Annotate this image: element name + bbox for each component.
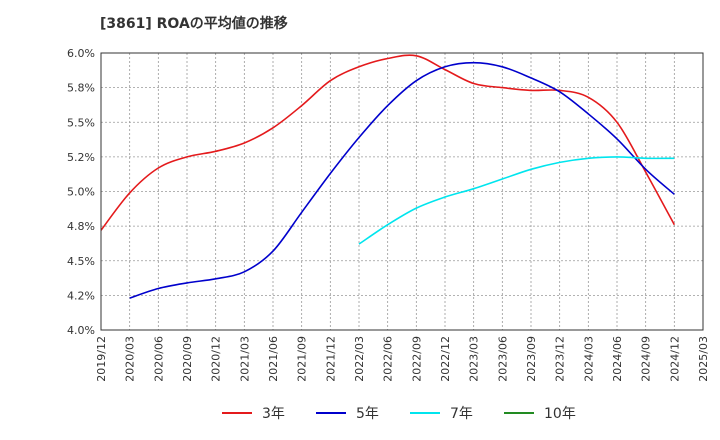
x-tick-label: 2022/12 (439, 336, 452, 382)
x-tick-label: 2024/12 (668, 336, 681, 382)
x-tick-label: 2022/03 (353, 336, 366, 382)
plot-border (100, 52, 704, 331)
x-tick-label: 2023/03 (468, 336, 481, 382)
chart-title: [3861] ROAの平均値の推移 (100, 15, 288, 32)
x-tick-label: 2024/06 (611, 336, 624, 382)
y-tick-label: 5.2% (67, 151, 95, 164)
y-tick-label: 5.8% (67, 82, 95, 95)
y-tick-label: 4.0% (67, 324, 95, 337)
x-tick-label: 2023/12 (554, 336, 567, 382)
x-tick-label: 2021/03 (238, 336, 251, 382)
x-tick-label: 2021/06 (267, 336, 280, 382)
y-tick-label: 5.5% (67, 116, 95, 129)
series-line-1 (129, 61, 675, 299)
y-axis-ticks: 4.0% 4.2% 4.5% 4.8% 5.0% 5.2% 5.5% 5.8% 6.0% (67, 47, 95, 337)
legend: 3年 5年 7年 10年 (222, 406, 576, 422)
x-tick-label: 2020/12 (210, 336, 223, 382)
legend-label-2: 7年 (450, 406, 473, 422)
series-line-0 (100, 54, 676, 231)
x-tick-label: 2021/09 (296, 336, 309, 382)
x-tick-label: 2020/06 (152, 336, 165, 382)
x-tick-label: 2020/03 (124, 336, 137, 382)
x-tick-label: 2024/09 (640, 336, 653, 382)
y-tick-label: 4.2% (67, 289, 95, 302)
y-tick-label: 5.0% (67, 186, 95, 199)
x-tick-label: 2023/09 (525, 336, 538, 382)
grid (101, 53, 703, 330)
x-tick-label: 2023/06 (496, 336, 509, 382)
series-line-2 (358, 156, 675, 245)
x-tick-label: 2020/09 (181, 336, 194, 382)
x-tick-label: 2024/03 (582, 336, 595, 382)
legend-label-1: 5年 (356, 406, 379, 422)
y-tick-label: 6.0% (67, 47, 95, 60)
x-tick-label: 2021/12 (324, 336, 337, 382)
x-axis-ticks: 2019/12 2020/03 2020/06 2020/09 2020/12 2021/… (95, 336, 710, 382)
legend-label-0: 3年 (262, 406, 285, 422)
series-lines (100, 54, 676, 299)
legend-label-3: 10年 (544, 406, 576, 422)
x-tick-label: 2025/03 (697, 336, 710, 382)
y-tick-label: 4.8% (67, 220, 95, 233)
x-tick-label: 2022/06 (382, 336, 395, 382)
x-tick-label: 2019/12 (95, 336, 108, 382)
x-tick-label: 2022/09 (410, 336, 423, 382)
y-tick-label: 4.5% (67, 255, 95, 268)
